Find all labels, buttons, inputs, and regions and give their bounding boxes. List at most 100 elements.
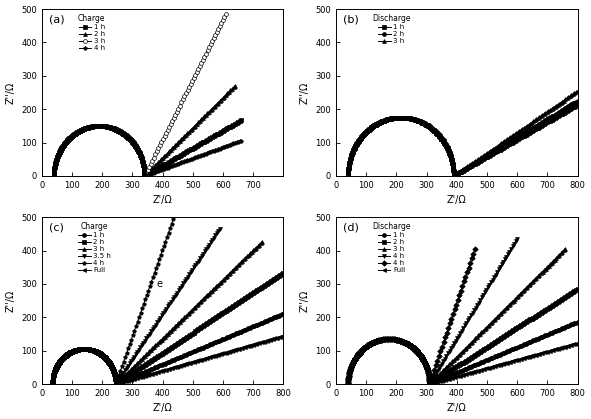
- 3 h: [369, 124, 376, 129]
- 4 h: [446, 321, 453, 326]
- 1 h: [381, 337, 388, 342]
- 3 h: [125, 370, 132, 375]
- 2 h: [96, 351, 103, 356]
- 4 h: [426, 382, 433, 387]
- 2 h: [441, 140, 448, 145]
- Line: Full: Full: [50, 334, 285, 386]
- 3 h: [50, 173, 57, 178]
- Full: [345, 382, 352, 387]
- 1 h: [86, 124, 93, 129]
- Full: [420, 358, 427, 363]
- Line: 4 h: 4 h: [52, 124, 243, 178]
- 2 h: [369, 124, 376, 129]
- 3 h: [72, 131, 79, 136]
- 4 h: [514, 236, 521, 241]
- 4 h: [112, 374, 119, 379]
- 4 h: [49, 382, 56, 387]
- Line: 2 h: 2 h: [52, 84, 237, 178]
- 1 h: [536, 335, 543, 340]
- 4 h: [95, 123, 102, 128]
- Full: [426, 382, 433, 387]
- 1 h: [450, 173, 457, 178]
- 4 h: [408, 344, 415, 349]
- 3.5 h: [112, 382, 119, 387]
- Line: 2 h: 2 h: [346, 287, 579, 386]
- 3 h: [112, 376, 119, 381]
- Text: (d): (d): [343, 222, 359, 232]
- 2 h: [50, 173, 57, 178]
- 1 h: [179, 353, 186, 358]
- 2 h: [536, 311, 543, 316]
- 2 h: [345, 382, 352, 387]
- 1 h: [141, 173, 148, 178]
- 3 h: [380, 118, 387, 123]
- Y-axis label: Z''/Ω: Z''/Ω: [300, 290, 310, 312]
- 3.5 h: [53, 364, 60, 369]
- 4 h: [135, 148, 142, 153]
- Full: [381, 337, 388, 342]
- X-axis label: Z'/Ω: Z'/Ω: [152, 403, 173, 414]
- 1 h: [389, 337, 397, 342]
- 1 h: [150, 365, 157, 370]
- 4 h: [112, 382, 119, 387]
- 2 h: [556, 298, 563, 303]
- 2 h: [102, 124, 109, 129]
- 4 h: [96, 123, 103, 128]
- 2 h: [280, 270, 287, 275]
- Full: [98, 352, 105, 357]
- 3 h: [116, 129, 123, 134]
- 3 h: [259, 239, 266, 244]
- 4 h: [470, 251, 477, 256]
- Line: Full: Full: [346, 337, 579, 386]
- 1 h: [54, 362, 61, 367]
- 1 h: [380, 118, 387, 123]
- Full: [574, 341, 581, 346]
- 3.5 h: [216, 226, 223, 231]
- 2 h: [574, 287, 581, 292]
- Line: 3 h: 3 h: [346, 247, 567, 386]
- 3 h: [450, 169, 457, 174]
- 4 h: [346, 368, 353, 373]
- 1 h: [128, 138, 135, 143]
- 3 h: [61, 354, 68, 359]
- Legend: 1 h, 2 h, 3 h, 4 h: 1 h, 2 h, 3 h, 4 h: [77, 13, 107, 52]
- 3 h: [49, 382, 56, 387]
- 3 h: [547, 261, 554, 266]
- 3 h: [137, 151, 144, 156]
- 1 h: [135, 148, 142, 153]
- 3 h: [402, 341, 410, 346]
- 2 h: [156, 158, 163, 163]
- 2 h: [141, 173, 148, 178]
- 4 h: [129, 139, 136, 144]
- 2 h: [420, 357, 427, 362]
- 1 h: [345, 382, 352, 387]
- Full: [381, 337, 388, 342]
- Text: (a): (a): [49, 14, 65, 24]
- 1 h: [381, 337, 388, 342]
- Y-axis label: Z''/Ω: Z''/Ω: [300, 81, 310, 103]
- Legend: 1 h, 2 h, 3 h: 1 h, 2 h, 3 h: [371, 13, 412, 45]
- 4 h: [372, 339, 379, 344]
- 3.5 h: [79, 347, 86, 352]
- 1 h: [574, 102, 581, 107]
- Line: 1 h: 1 h: [346, 320, 579, 386]
- 1 h: [71, 348, 78, 353]
- Line: 4 h: 4 h: [346, 237, 519, 386]
- Line: 1 h: 1 h: [346, 103, 579, 178]
- Line: 2 h: 2 h: [346, 99, 579, 178]
- Full: [112, 382, 119, 387]
- 4 h: [345, 382, 352, 387]
- 3 h: [345, 382, 352, 387]
- 1 h: [450, 169, 457, 174]
- 3 h: [366, 342, 373, 347]
- 2 h: [574, 98, 581, 103]
- 3 h: [441, 140, 448, 145]
- 4 h: [106, 124, 113, 129]
- 1 h: [95, 123, 102, 128]
- 1 h: [238, 118, 245, 123]
- 4 h: [51, 369, 58, 374]
- 2 h: [112, 382, 119, 387]
- 3 h: [574, 88, 581, 93]
- 2 h: [345, 173, 352, 178]
- 2 h: [56, 150, 63, 155]
